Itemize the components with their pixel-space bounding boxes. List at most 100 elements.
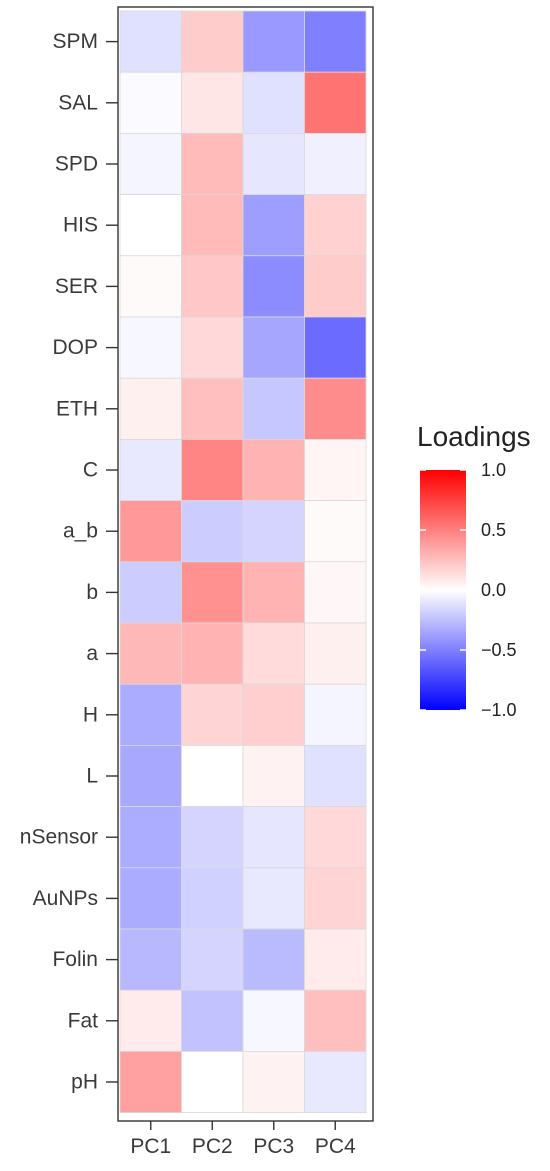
heatmap-cell	[119, 194, 182, 257]
heatmap-cell	[242, 10, 305, 73]
heatmap-cell	[119, 1051, 182, 1114]
heatmap-cell	[181, 622, 244, 685]
y-tick-label: DOP	[52, 336, 98, 359]
heatmap-cell	[242, 438, 305, 501]
y-tick-label: b	[86, 581, 98, 604]
y-tick-label: nSensor	[20, 826, 98, 849]
heatmap-cell	[304, 745, 367, 808]
heatmap-cell	[304, 928, 367, 991]
y-tick-label: H	[83, 703, 98, 726]
heatmap-cell	[119, 683, 182, 746]
heatmap-cell	[304, 806, 367, 869]
heatmap-cell	[304, 561, 367, 624]
heatmap-cell	[119, 132, 182, 195]
y-tick-label: pH	[71, 1071, 98, 1094]
colorbar-tick-label: −1.0	[481, 700, 517, 720]
heatmap-cell	[119, 71, 182, 134]
heatmap-cell	[181, 438, 244, 501]
heatmap-cell	[242, 377, 305, 440]
heatmap-cell	[242, 745, 305, 808]
heatmap-cell	[304, 1051, 367, 1114]
x-tick-label: PC2	[192, 1135, 233, 1158]
y-tick-label: SER	[55, 275, 98, 298]
heatmap-cell	[119, 989, 182, 1052]
heatmap-cell	[304, 377, 367, 440]
heatmap-cell	[304, 316, 367, 379]
heatmap-cell	[119, 255, 182, 318]
colorbar-tick-label: 0.5	[481, 520, 506, 540]
colorbar-tick-label: −0.5	[481, 640, 517, 660]
heatmap-cell	[119, 10, 182, 73]
x-tick-label: PC3	[253, 1135, 294, 1158]
colorbar	[420, 470, 466, 710]
heatmap-cell	[242, 71, 305, 134]
heatmap-cell	[181, 561, 244, 624]
heatmap-cell	[304, 194, 367, 257]
heatmap-cell	[304, 438, 367, 501]
heatmap-cell	[242, 500, 305, 563]
heatmap-cell	[181, 255, 244, 318]
y-tick-label: SPM	[52, 30, 98, 53]
x-tick-label: PC4	[315, 1135, 356, 1158]
heatmap-cell	[304, 867, 367, 930]
heatmap-cell	[242, 806, 305, 869]
heatmap-cell	[119, 500, 182, 563]
heatmap-cell	[181, 377, 244, 440]
heatmap-cell	[304, 683, 367, 746]
x-axis-labels: PC1 PC2 PC3 PC4	[130, 1121, 356, 1158]
heatmap-cell	[119, 561, 182, 624]
heatmap-cell	[181, 132, 244, 195]
heatmap-cell	[242, 867, 305, 930]
heatmap-cells	[119, 10, 367, 1114]
heatmap-cell	[304, 500, 367, 563]
heatmap-cell	[242, 1051, 305, 1114]
heatmap-cell	[181, 745, 244, 808]
heatmap-cell	[242, 989, 305, 1052]
y-tick-label: SPD	[55, 153, 98, 176]
colorbar-tick-label: 0.0	[481, 580, 506, 600]
colorbar-legend: Loadings 1.0 0.5 0.0 −0.5 −1.0	[417, 421, 531, 720]
heatmap-cell	[181, 928, 244, 991]
y-tick-label: Folin	[52, 948, 98, 971]
heatmap-cell	[304, 989, 367, 1052]
y-tick-label: L	[86, 765, 98, 788]
y-tick-label: a_b	[63, 520, 98, 543]
heatmap-cell	[119, 745, 182, 808]
heatmap-cell	[181, 1051, 244, 1114]
heatmap-cell	[242, 561, 305, 624]
legend-title: Loadings	[417, 421, 531, 452]
heatmap-cell	[242, 683, 305, 746]
heatmap-cell	[181, 194, 244, 257]
y-tick-label: SAL	[58, 91, 98, 114]
panel-border	[117, 6, 374, 1122]
heatmap-cell	[119, 316, 182, 379]
heatmap-cell	[181, 867, 244, 930]
heatmap-cell	[119, 622, 182, 685]
heatmap-cell	[119, 806, 182, 869]
x-tick-label: PC1	[130, 1135, 171, 1158]
heatmap-cell	[181, 806, 244, 869]
heatmap-cell	[181, 500, 244, 563]
heatmap-cell	[181, 71, 244, 134]
colorbar-tick-label: 1.0	[481, 460, 506, 480]
heatmap-cell	[181, 989, 244, 1052]
heatmap-cell	[119, 928, 182, 991]
heatmap-cell	[242, 194, 305, 257]
heatmap-cell	[242, 622, 305, 685]
heatmap-cell	[304, 71, 367, 134]
heatmap-cell	[119, 377, 182, 440]
heatmap-cell	[119, 867, 182, 930]
y-tick-label: a	[86, 642, 98, 665]
heatmap-cell	[181, 683, 244, 746]
heatmap-cell	[304, 255, 367, 318]
heatmap-cell	[119, 438, 182, 501]
y-tick-label: HIS	[63, 214, 98, 237]
heatmap-cell	[242, 928, 305, 991]
colorbar-ticks: 1.0 0.5 0.0 −0.5 −1.0	[420, 460, 517, 720]
y-tick-label: Fat	[68, 1009, 99, 1032]
heatmap-cell	[304, 132, 367, 195]
heatmap-cell	[242, 132, 305, 195]
y-tick-label: C	[83, 459, 98, 482]
